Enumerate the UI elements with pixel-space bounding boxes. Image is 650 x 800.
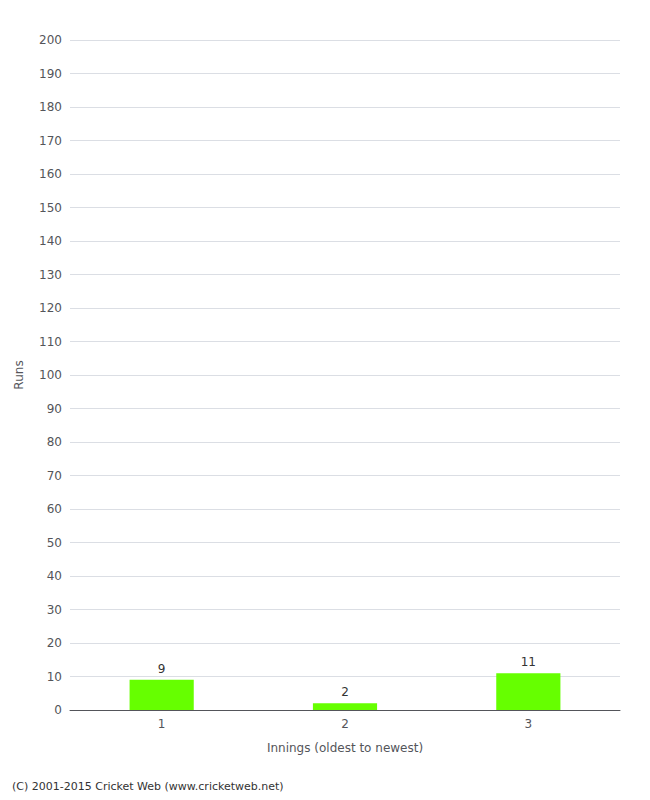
svg-text:2: 2 xyxy=(341,685,349,699)
svg-text:90: 90 xyxy=(47,402,62,416)
svg-text:80: 80 xyxy=(47,435,62,449)
svg-text:(C) 2001-2015 Cricket Web (www: (C) 2001-2015 Cricket Web (www.cricketwe… xyxy=(12,780,284,793)
svg-text:0: 0 xyxy=(54,703,62,717)
svg-text:20: 20 xyxy=(47,636,62,650)
svg-text:110: 110 xyxy=(39,335,62,349)
svg-text:140: 140 xyxy=(39,234,62,248)
svg-text:190: 190 xyxy=(39,67,62,81)
svg-text:150: 150 xyxy=(39,201,62,215)
svg-text:1: 1 xyxy=(158,717,166,731)
svg-text:50: 50 xyxy=(47,536,62,550)
svg-text:10: 10 xyxy=(47,670,62,684)
svg-text:70: 70 xyxy=(47,469,62,483)
svg-text:9: 9 xyxy=(158,662,166,676)
svg-text:130: 130 xyxy=(39,268,62,282)
svg-text:30: 30 xyxy=(47,603,62,617)
svg-text:2: 2 xyxy=(341,717,349,731)
svg-text:Runs: Runs xyxy=(12,360,26,389)
svg-text:60: 60 xyxy=(47,502,62,516)
svg-text:180: 180 xyxy=(39,100,62,114)
svg-text:3: 3 xyxy=(525,717,533,731)
svg-text:170: 170 xyxy=(39,134,62,148)
svg-text:Innings (oldest to newest): Innings (oldest to newest) xyxy=(267,741,423,755)
svg-text:40: 40 xyxy=(47,569,62,583)
svg-text:11: 11 xyxy=(521,655,536,669)
svg-text:200: 200 xyxy=(39,33,62,47)
svg-text:100: 100 xyxy=(39,368,62,382)
svg-text:120: 120 xyxy=(39,301,62,315)
svg-text:160: 160 xyxy=(39,167,62,181)
